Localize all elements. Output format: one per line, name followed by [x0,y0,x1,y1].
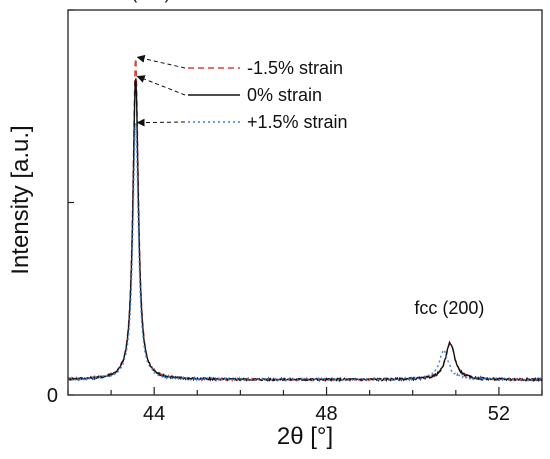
x-ticks: 44 48 52 [67,387,543,425]
series-line-2 [67,123,543,383]
y-axis-label: Intensity [a.u.] [7,125,34,274]
x-axis-label: 2θ [°] [277,423,333,450]
y-tick-label: 0 [47,385,58,407]
plot-lines [67,58,543,383]
x-tick-label: 48 [315,403,337,425]
peak-annotation-1: fcc (200) [414,298,484,318]
x-tick-label: 44 [143,403,165,425]
legend-label-2: +1.5% strain [247,112,348,132]
annotations: fcc (111) fcc (200) [103,0,484,318]
legend-label-0: -1.5% strain [247,58,343,78]
legend-pointer-arrow-2 [136,118,186,127]
legend-pointer-arrow-0 [136,54,186,69]
legend: -1.5% strain 0% strain +1.5% strain [136,54,348,132]
peak-annotation-0: fcc (111) [103,0,170,2]
x-tick-label: 52 [488,403,510,425]
legend-pointer-arrow-1 [136,75,186,96]
y-ticks: 0 [47,9,74,407]
legend-label-1: 0% strain [247,85,322,105]
series-line-1 [67,78,543,383]
